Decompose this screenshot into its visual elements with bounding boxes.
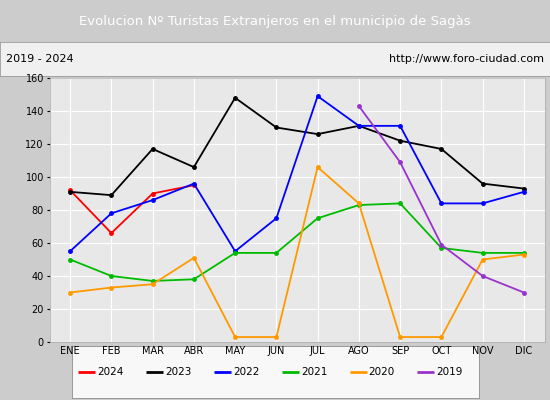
Text: http://www.foro-ciudad.com: http://www.foro-ciudad.com [389, 54, 544, 64]
Text: 2019: 2019 [437, 367, 463, 377]
Text: 2021: 2021 [301, 367, 327, 377]
Text: Evolucion Nº Turistas Extranjeros en el municipio de Sagàs: Evolucion Nº Turistas Extranjeros en el … [79, 14, 471, 28]
Text: 2022: 2022 [233, 367, 259, 377]
Text: 2023: 2023 [165, 367, 191, 377]
Text: 2020: 2020 [368, 367, 395, 377]
Text: 2019 - 2024: 2019 - 2024 [6, 54, 73, 64]
Text: 2024: 2024 [97, 367, 124, 377]
